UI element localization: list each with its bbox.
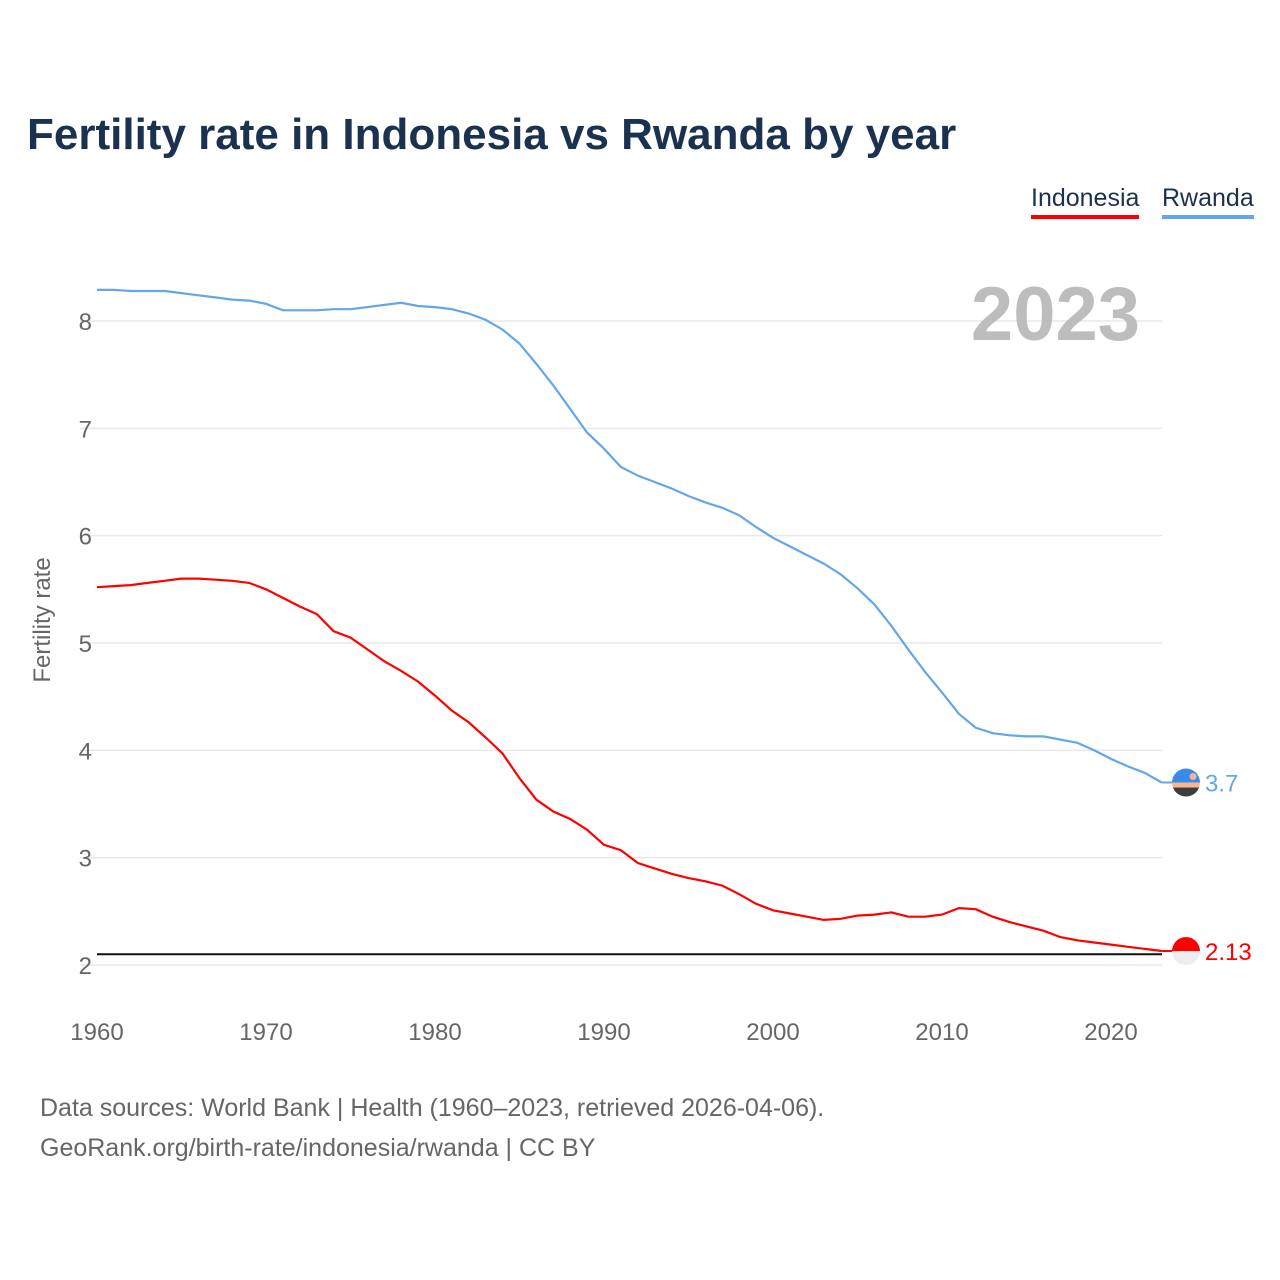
series-line-rwanda — [97, 288, 1163, 784]
source-note: Data sources: World Bank | Health (1960–… — [40, 1088, 824, 1168]
y-tick-label: 8 — [79, 309, 92, 336]
end-value-label: 3.7 — [1205, 771, 1238, 798]
legend-rwanda[interactable]: Rwanda — [1162, 184, 1254, 219]
chart-title: Fertility rate in Indonesia vs Rwanda by… — [27, 110, 957, 159]
source-line-2[interactable]: GeoRank.org/birth-rate/indonesia/rwanda … — [40, 1134, 596, 1162]
series-line-indonesia — [96, 577, 1162, 953]
y-axis-label: Fertility rate — [29, 557, 56, 682]
x-tick-label: 1980 — [408, 1019, 461, 1046]
y-tick-label: 6 — [79, 524, 92, 551]
y-tick-label: 7 — [79, 416, 92, 443]
source-line-1: Data sources: World Bank | Health (1960–… — [40, 1094, 825, 1122]
x-tick-label: 1970 — [239, 1019, 292, 1046]
year-label: 2023 — [971, 272, 1140, 357]
legend-indonesia[interactable]: Indonesia — [1031, 184, 1140, 219]
y-tick-label: 5 — [79, 631, 92, 658]
x-tick-label: 2020 — [1084, 1019, 1137, 1046]
y-tick-label: 4 — [79, 738, 92, 765]
x-tick-label: 1960 — [70, 1019, 123, 1046]
x-tick-label: 1990 — [577, 1019, 630, 1046]
indonesia-flag-icon — [1172, 937, 1200, 966]
rwanda-flag-icon — [1172, 768, 1200, 797]
y-tick-label: 3 — [79, 846, 92, 873]
y-tick-label: 2 — [79, 953, 92, 980]
x-tick-label: 2000 — [746, 1019, 799, 1046]
x-tick-label: 2010 — [915, 1019, 968, 1046]
end-value-label: 2.13 — [1205, 939, 1252, 966]
